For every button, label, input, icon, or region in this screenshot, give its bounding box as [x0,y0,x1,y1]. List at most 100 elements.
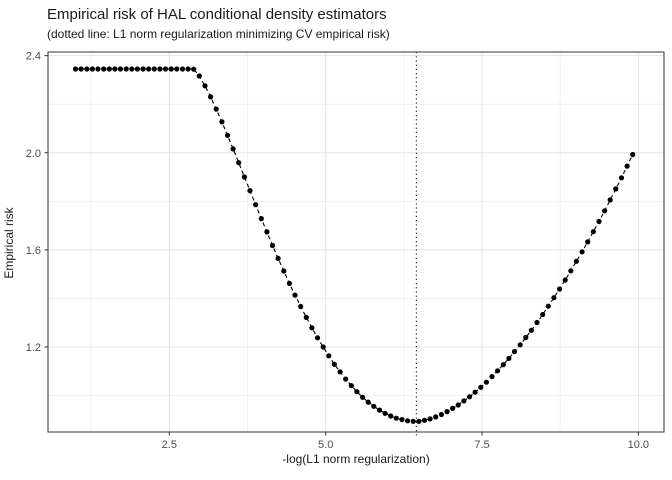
data-point [89,66,95,72]
x-axis-title: -log(L1 norm regularization) [282,452,430,466]
data-point [444,409,450,415]
data-point [281,268,287,274]
data-point [72,66,79,72]
panel-border [47,51,665,433]
x-tick-label: 10.0 [628,439,649,451]
data-point [191,66,197,72]
data-point [264,229,270,235]
data-point [84,66,90,72]
data-point [478,384,484,390]
data-point [393,415,399,421]
data-point [247,188,253,194]
data-point [472,389,478,395]
data-point [151,66,157,72]
data-point [269,242,276,249]
x-tick-label: 7.5 [474,439,489,451]
x-tick-label: 5.0 [318,439,333,451]
data-point [174,66,180,72]
y-tick-label: 2.4 [26,51,41,63]
data-point [343,376,349,382]
data-point [607,197,613,203]
data-point [129,66,135,72]
data-point [557,286,563,292]
data-point [123,66,129,72]
data-point [112,66,118,72]
data-point [410,418,416,424]
data-point [157,66,163,72]
data-point [506,355,512,361]
data-point [78,66,84,72]
data-point [286,280,292,286]
data-point [399,417,405,423]
data-point [613,186,619,192]
data-point [146,66,152,72]
data-point [376,407,383,413]
y-axis-title: Empirical risk [2,207,16,279]
data-point [179,66,186,72]
data-point [337,369,343,375]
data-point [253,202,259,208]
data-point [585,239,591,245]
data-point [354,389,360,395]
data-point [303,314,309,320]
data-point [309,325,315,331]
x-tick-label: 2.5 [162,439,177,451]
data-point [241,174,247,180]
chart-title: Empirical risk of HAL conditional densit… [47,6,387,23]
data-point [500,362,506,368]
data-point [95,66,101,72]
data-point [208,94,214,100]
data-point [298,303,304,310]
data-point [219,119,225,125]
data-point [596,218,602,225]
data-point [163,66,169,72]
data-point [450,405,456,411]
data-point [320,344,326,350]
data-point [202,83,208,89]
data-point [224,132,231,138]
data-point [117,66,124,72]
data-point [140,66,146,72]
data-point [292,292,298,298]
data-point [326,353,332,359]
data-point [275,255,281,261]
data-point [579,249,585,255]
data-point [101,66,107,72]
data-point [511,349,518,355]
data-point [421,417,428,423]
data-point [196,73,202,79]
data-point [618,175,625,181]
data-point [483,379,489,385]
data-point [568,268,574,274]
data-point [213,106,219,112]
data-point [236,160,242,166]
risk-curve-line [75,68,634,422]
data-point [382,410,388,416]
data-point [433,414,439,420]
data-point [545,303,551,309]
data-point [438,411,444,418]
data-point [348,383,354,389]
chart-subtitle: (dotted line: L1 norm regularization min… [47,27,390,41]
data-point [134,66,140,72]
data-point [528,327,535,333]
data-point [314,335,321,341]
data-point [551,295,557,301]
data-point [461,398,467,404]
data-point [534,319,540,326]
data-point [523,334,529,341]
data-point [405,418,411,424]
data-point [168,66,174,72]
data-point [624,163,630,169]
data-point [540,311,546,318]
data-point [365,399,371,405]
y-tick-label: 1.6 [26,245,41,257]
y-tick-label: 1.2 [26,342,41,354]
data-point [331,361,337,367]
panel-background [48,52,664,432]
data-point [230,146,236,152]
data-point [106,66,112,72]
data-point [360,394,366,400]
